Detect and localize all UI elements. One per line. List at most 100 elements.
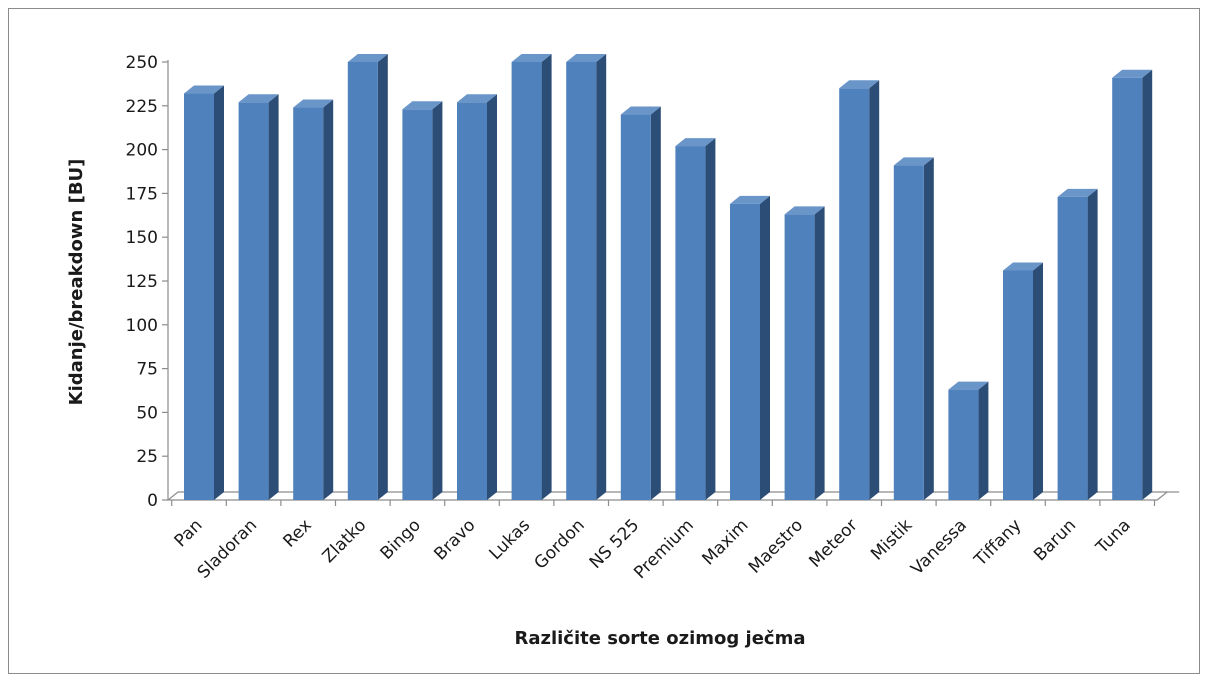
bar-front [948, 389, 979, 500]
bar-top [1003, 262, 1043, 271]
x-tick-label: Vanessa [907, 515, 971, 579]
x-tick-label: Gordon [531, 515, 589, 573]
bars [184, 54, 1153, 501]
bar-side [705, 138, 716, 500]
x-tick-label: Maxim [698, 515, 752, 569]
x-tick-label: Maestro [745, 515, 807, 577]
bar [457, 94, 497, 501]
y-tick-label: 100 [126, 316, 158, 336]
bar-top [293, 99, 334, 108]
bar-front [675, 146, 706, 500]
y-axis-title: Kidanje/breakdown [BU] [66, 159, 87, 406]
bar-side [1142, 69, 1153, 500]
bar-side [923, 157, 934, 501]
bar-top [457, 94, 497, 103]
x-tick-label: Zlatko [319, 515, 371, 567]
x-axis-title: Različite sorte ozimog ječma [514, 628, 805, 649]
bar-front [402, 109, 433, 500]
bar-top [620, 106, 661, 115]
y-tick-label: 75 [136, 360, 158, 380]
bar-top [1057, 188, 1098, 197]
y-tick-label: 0 [147, 491, 158, 511]
bar-top [839, 80, 880, 89]
bar-front [730, 203, 760, 501]
bar-side [596, 54, 607, 500]
bar-front [457, 102, 487, 501]
bar-top [511, 54, 552, 62]
x-tick-label: Bingo [377, 515, 425, 563]
bar [730, 195, 770, 501]
bar-side [268, 94, 279, 501]
bar-top [566, 54, 607, 62]
x-tick-label: Rex [279, 515, 315, 551]
bar-top [347, 54, 388, 62]
bar-front [238, 102, 269, 501]
bar-front [784, 214, 815, 500]
x-tick-label: Mistik [867, 515, 916, 564]
bar-top [675, 138, 716, 147]
bar [184, 85, 224, 500]
bar-front [1057, 196, 1088, 501]
bar [675, 138, 716, 500]
bar-side [214, 85, 224, 500]
bar [402, 101, 443, 500]
bar-front [184, 93, 214, 500]
bar-top [402, 101, 443, 110]
bar-front [1003, 270, 1033, 500]
bar-front [1112, 77, 1143, 500]
bar [511, 54, 552, 500]
bar [347, 54, 388, 500]
bar-front [347, 62, 378, 500]
x-tick-label: Lukas [485, 515, 534, 564]
x-tick-label: Barun [1030, 515, 1080, 565]
y-tick-label: 25 [136, 447, 158, 467]
bar [784, 206, 825, 500]
bar [948, 381, 989, 500]
y-tick-label: 250 [126, 53, 158, 73]
bar [839, 80, 880, 500]
bar [1057, 188, 1098, 501]
y-tick-label: 125 [126, 272, 158, 292]
x-tick-label: Tuna [1092, 515, 1135, 558]
bar-side [487, 94, 497, 501]
bar [238, 94, 279, 501]
bar [1112, 69, 1153, 500]
bar-top [893, 157, 934, 166]
y-tick-label: 175 [126, 184, 158, 204]
bar-side [650, 106, 661, 500]
bar-side [1033, 262, 1043, 500]
bar-front [566, 62, 597, 500]
bar-front [893, 165, 924, 501]
bar-top [184, 85, 224, 94]
bar [620, 106, 661, 500]
bar-front [511, 62, 542, 500]
bar [566, 54, 607, 500]
bar-side [1087, 188, 1098, 501]
bar-front [839, 88, 870, 500]
y-axis-ticks: 0 25 50 75 100 125 150 175 200 225 250 [126, 53, 168, 511]
bar [293, 99, 334, 500]
bar [1003, 262, 1043, 500]
bar-side [377, 54, 388, 500]
bar-front [620, 114, 651, 500]
x-tick-label: Sladoran [194, 515, 261, 582]
bar-side [432, 101, 443, 500]
bar-side [541, 54, 552, 500]
x-tick-label: Premium [630, 515, 698, 583]
bar-front [293, 107, 324, 500]
bar-side [978, 381, 989, 500]
x-tick-label: Bravo [430, 515, 479, 564]
y-tick-label: 50 [136, 403, 158, 423]
bar [893, 157, 934, 501]
bar-top [784, 206, 825, 215]
x-tick-label: Pan [171, 515, 207, 551]
x-tick-label: Meteor [805, 515, 861, 571]
y-tick-label: 150 [126, 228, 158, 248]
y-tick-label: 225 [126, 97, 158, 117]
bar-side [760, 195, 770, 501]
bar-top [948, 381, 989, 390]
bar-side [323, 99, 334, 500]
y-tick-label: 200 [126, 141, 158, 161]
